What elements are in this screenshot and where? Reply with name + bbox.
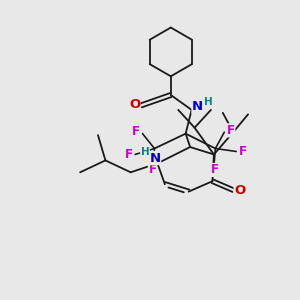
Text: F: F [239,145,247,158]
Text: H: H [204,97,212,106]
Text: N: N [149,152,161,164]
Text: H: H [141,147,149,157]
Text: N: N [192,100,203,113]
Text: O: O [234,184,245,196]
Text: F: F [124,148,133,161]
Text: O: O [129,98,140,111]
Text: F: F [148,164,156,176]
Text: F: F [211,164,218,176]
Text: F: F [132,125,140,138]
Text: F: F [227,124,235,137]
